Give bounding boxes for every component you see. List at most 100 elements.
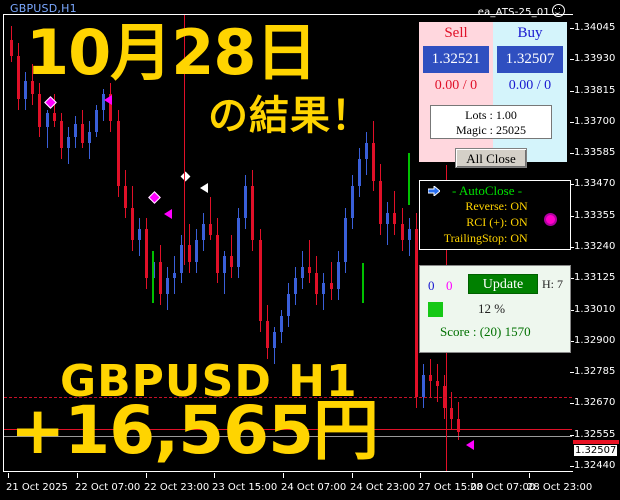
ea-name-label: ea_ATS-25_01 [478, 2, 565, 18]
autoclose-title: - AutoClose - [452, 183, 523, 198]
time-tick-mark [472, 473, 473, 478]
time-tick-label: 24 Oct 23:00 [350, 482, 416, 493]
autoclose-row-rci[interactable]: RCI (+): ON [428, 215, 527, 230]
candle-wick [224, 250, 225, 295]
signal-arrow-marker [466, 440, 474, 450]
buy-column: Buy 1.32507 0.00 / 0 [493, 22, 567, 162]
signal-diamond-marker [148, 191, 161, 204]
candle-body [379, 180, 383, 224]
chart-plot-area[interactable] [4, 15, 572, 471]
price-tick: 1.33355 [570, 209, 616, 221]
candle-wick [53, 94, 55, 127]
candle-body [159, 261, 163, 295]
autoclose-row-reverse[interactable]: Reverse: ON [428, 199, 528, 214]
time-tick-label: 28 Oct 23:00 [527, 482, 593, 493]
hour-label: H: 7 [542, 277, 563, 291]
candle-body [173, 272, 177, 278]
price-tick-label: 1.33125 [574, 272, 616, 284]
candle-body [17, 56, 21, 100]
candle-body [24, 80, 28, 100]
sell-price-button[interactable]: 1.32521 [423, 46, 489, 73]
signal-diamond-marker [180, 171, 191, 182]
trailingstop-key: TrailingStop [443, 231, 504, 245]
price-tick: 1.33700 [570, 116, 615, 127]
candle-body [31, 80, 35, 95]
candle-body [393, 213, 397, 224]
counter-magenta: 0 [446, 278, 453, 293]
candle-body [272, 332, 276, 349]
candle-body [52, 112, 56, 122]
session-marker [362, 263, 364, 303]
candle-body [130, 207, 134, 241]
candle-body [421, 375, 425, 397]
time-tick-label: 23 Oct 15:00 [212, 482, 278, 493]
candle-body [109, 94, 113, 122]
candle-body [88, 131, 92, 143]
candle-body [279, 315, 283, 333]
trailingstop-sep: : [504, 231, 511, 245]
overlay-subtitle-text: の結果！ [208, 93, 372, 139]
time-tick-mark [77, 473, 78, 478]
vertical-marker-line [184, 15, 185, 265]
right-arrow-icon [428, 186, 440, 196]
price-tick-label: 1.33470 [574, 178, 616, 190]
time-tick-mark [352, 473, 353, 478]
candle-body [414, 229, 418, 397]
candle-body [294, 277, 297, 295]
price-tick-label: 1.33010 [574, 303, 616, 315]
update-button[interactable]: Update [468, 274, 538, 294]
chart-frame [3, 14, 573, 472]
price-tick: 1.32440 [570, 460, 615, 471]
candle-body [343, 218, 347, 262]
score-label: Score : (20) 1570 [440, 324, 531, 339]
candle-body [237, 218, 241, 268]
candle-body [10, 39, 13, 57]
all-close-button[interactable]: All Close [455, 148, 527, 168]
counter-blue: 0 [428, 278, 435, 293]
price-axis[interactable]: 1.34045 1.33930 1.33815 1.33700 1.33585 1.334… [570, 14, 620, 472]
candle-body [137, 229, 141, 241]
price-tick-label: 1.34045 [574, 22, 616, 33]
ea-label-text: ea_ATS-25_01 [477, 7, 550, 18]
candle-body [244, 186, 248, 219]
time-tick-mark [214, 473, 215, 478]
current-price-tag: 1.32507 [573, 443, 619, 457]
signal-arrow-marker [104, 95, 112, 105]
candle-body [45, 112, 49, 127]
reverse-key: Reverse [465, 199, 504, 213]
price-tick: 1.32900 [570, 334, 616, 346]
status-indicator-dot[interactable] [544, 213, 557, 226]
price-tick-label: 1.32900 [574, 334, 616, 346]
rci-key: RCI (+) [466, 215, 504, 229]
reverse-value: ON [510, 199, 528, 213]
sell-column: Sell 1.32521 0.00 / 0 [419, 22, 493, 162]
price-tick-label: 1.33355 [574, 209, 616, 221]
price-tick-label: 1.32670 [574, 397, 616, 409]
trailingstop-value: ON [510, 231, 528, 245]
price-tick: 1.33585 [570, 147, 615, 158]
percent-label: 12 % [478, 301, 506, 316]
signal-arrow-marker [200, 183, 208, 193]
magic-label: Magic : 25025 [456, 123, 526, 137]
candle-body [66, 137, 70, 149]
time-tick-mark [146, 473, 147, 478]
candle-body [265, 321, 269, 349]
candle-body [251, 186, 255, 241]
trade-panel: Sell 1.32521 0.00 / 0 Buy 1.32507 0.00 /… [419, 22, 567, 162]
autoclose-row-trailingstop[interactable]: TrailingStop: ON [428, 231, 528, 246]
smiley-face-icon [552, 4, 565, 17]
candle-body [372, 142, 376, 181]
candle-body [208, 223, 212, 235]
candle-body [230, 256, 234, 268]
buy-price-button[interactable]: 1.32507 [497, 46, 563, 73]
candle-wick [330, 261, 332, 300]
time-tick-label: 22 Oct 23:00 [144, 482, 210, 493]
time-tick-mark [283, 473, 284, 478]
session-marker [408, 153, 410, 205]
price-tick: 1.32555 [570, 429, 615, 440]
candle-body [201, 223, 205, 241]
candle-body [308, 267, 312, 273]
candle-body [123, 186, 127, 208]
time-axis[interactable]: 21 Oct 2025 22 Oct 07:00 22 Oct 23:00 23 Oc… [0, 473, 620, 500]
